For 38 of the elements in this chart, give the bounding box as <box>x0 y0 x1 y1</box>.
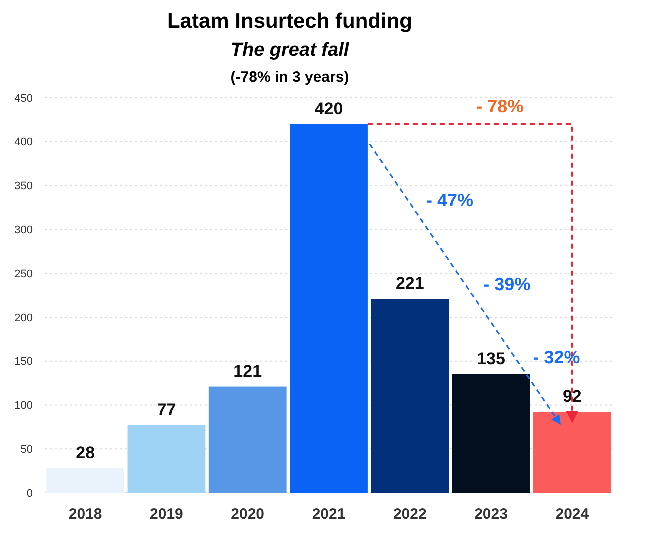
x-tick-label: 2022 <box>393 506 427 523</box>
x-tick-label: 2023 <box>474 506 508 523</box>
x-tick-label: 2021 <box>312 506 346 523</box>
y-tick-label: 0 <box>26 488 33 500</box>
bar <box>371 299 450 493</box>
annotation: - 39% <box>484 274 531 295</box>
y-tick-label: 300 <box>14 224 33 237</box>
x-tick-label: 2024 <box>556 506 590 523</box>
chart-title: Latam Insurtech funding <box>167 10 413 33</box>
bar <box>46 468 125 493</box>
y-tick-label: 150 <box>14 356 33 368</box>
y-tick-label: 200 <box>14 312 33 324</box>
y-tick-label: 450 <box>14 92 33 105</box>
x-tick-label: 2019 <box>150 506 184 523</box>
y-tick-label: 100 <box>14 400 33 412</box>
bar <box>290 124 368 493</box>
data-label: 121 <box>234 362 262 381</box>
data-label: 77 <box>157 400 176 420</box>
data-label: 221 <box>396 274 424 294</box>
data-label: 420 <box>314 99 344 118</box>
x-tick-label: 2018 <box>68 506 102 523</box>
y-tick-label: 400 <box>14 136 33 149</box>
data-label: 135 <box>477 350 506 368</box>
y-tick-label: 50 <box>20 444 33 456</box>
annotation: - 78% <box>476 96 524 117</box>
y-tick-label: 250 <box>14 268 33 280</box>
annotation: - 32% <box>533 347 580 368</box>
chart-subtitle: The great fall <box>230 40 350 61</box>
x-tick-label: 2020 <box>231 506 265 523</box>
annotation: - 47% <box>426 190 474 211</box>
bar <box>452 374 530 493</box>
bar <box>128 425 206 493</box>
data-label: 92 <box>562 387 582 406</box>
bar <box>208 386 287 493</box>
bar <box>533 412 612 493</box>
data-label: 28 <box>76 443 96 462</box>
y-tick-label: 350 <box>14 180 33 193</box>
text: (-78% in 3 years) <box>230 69 350 86</box>
